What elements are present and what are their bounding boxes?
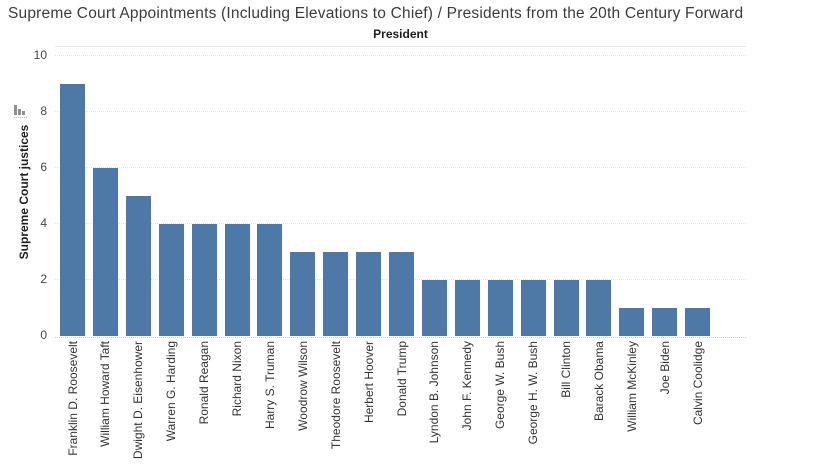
x-tick-label[interactable]: Donald Trump — [394, 341, 409, 417]
x-tick-label[interactable]: Theodore Roosevelt — [328, 341, 343, 450]
y-tick-label: 10 — [33, 48, 47, 62]
gridline-10 — [55, 55, 746, 56]
x-axis-line — [55, 337, 746, 338]
gridline-8 — [55, 111, 746, 112]
bar[interactable] — [389, 252, 414, 336]
x-tick-label[interactable]: Bill Clinton — [559, 341, 573, 398]
bar[interactable] — [553, 280, 579, 336]
x-tick-label[interactable]: John F. Kennedy — [460, 341, 475, 431]
bar[interactable] — [421, 280, 447, 336]
bar[interactable] — [619, 308, 645, 336]
x-tick-label[interactable]: Ronald Reagan — [197, 341, 212, 425]
bar[interactable] — [685, 308, 711, 336]
x-tick-label[interactable]: William Howard Taft — [98, 341, 113, 447]
x-tick-label[interactable]: Warren G. Harding — [164, 341, 179, 442]
x-tick-label[interactable]: Lyndon B. Johnson — [427, 341, 442, 444]
sort-bar-medium — [18, 109, 21, 115]
bar[interactable] — [125, 196, 151, 336]
bar[interactable] — [323, 252, 349, 336]
sort-bar-tall — [14, 105, 17, 115]
gridline-4 — [55, 223, 746, 224]
y-tick-label: 8 — [40, 104, 47, 118]
sort-underline — [14, 117, 27, 118]
bar[interactable] — [257, 224, 283, 336]
y-tick-label: 6 — [40, 160, 47, 174]
bar[interactable] — [191, 224, 217, 336]
bar[interactable] — [454, 280, 480, 336]
x-tick-label[interactable]: George H. W. Bush — [526, 341, 541, 445]
x-tick-label[interactable]: Harry S. Truman — [262, 341, 277, 430]
bar[interactable] — [487, 280, 513, 336]
bar[interactable] — [652, 308, 678, 336]
x-tick-label[interactable]: George W. Bush — [493, 341, 508, 430]
bar[interactable] — [224, 224, 250, 336]
plot-area — [55, 46, 746, 338]
x-tick-label[interactable]: Dwight D. Eisenhower — [131, 341, 146, 460]
x-tick-label[interactable]: William McKinley — [624, 341, 639, 432]
y-axis-title[interactable]: Supreme Court justices — [17, 124, 31, 260]
gridline-6 — [55, 167, 746, 168]
bar[interactable] — [290, 252, 316, 336]
bar[interactable] — [520, 280, 546, 336]
x-tick-label[interactable]: Calvin Coolidge — [690, 341, 705, 426]
x-axis-title[interactable]: President — [373, 27, 428, 41]
bar[interactable] — [158, 224, 184, 336]
x-tick-label[interactable]: Franklin D. Roosevelt — [65, 341, 80, 456]
y-tick-label: 2 — [40, 272, 47, 286]
bar[interactable] — [60, 84, 85, 336]
sort-bar-short — [22, 111, 25, 115]
x-tick-label[interactable]: Herbert Hoover — [361, 341, 376, 424]
chart-title: Supreme Court Appointments (Including El… — [8, 5, 744, 22]
bar[interactable] — [586, 280, 612, 336]
y-tick-label: 0 — [40, 328, 47, 342]
x-tick-label[interactable]: Joe Biden — [657, 341, 672, 395]
sort-descending-icon[interactable] — [14, 99, 28, 118]
bar[interactable] — [92, 168, 118, 336]
y-tick-label: 4 — [40, 216, 47, 230]
x-tick-label[interactable]: Richard Nixon — [230, 341, 244, 417]
x-tick-label[interactable]: Barack Obama — [591, 341, 606, 422]
bar[interactable] — [356, 252, 382, 336]
x-tick-label[interactable]: Woodrow Wilson — [295, 341, 310, 431]
